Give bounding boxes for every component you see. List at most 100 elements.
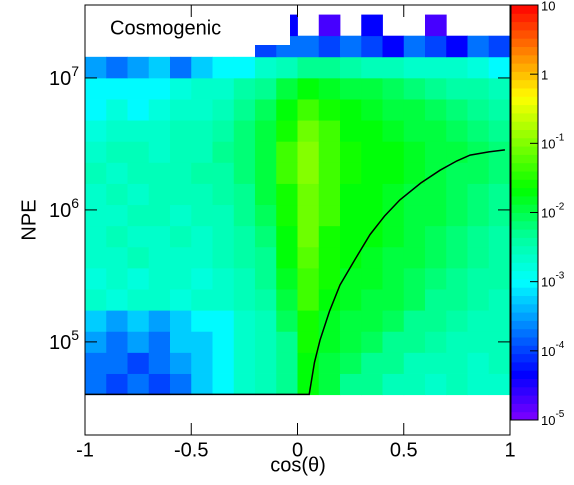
heatmap-cell: [106, 120, 128, 142]
heatmap-cell: [276, 183, 298, 206]
color-bar-step: [511, 378, 538, 388]
color-bar-step: [511, 303, 538, 313]
heatmap-cell: [382, 289, 405, 311]
heatmap-cell: [318, 120, 341, 142]
z-tick-label: 10-3: [541, 270, 565, 290]
heatmap-cell: [148, 352, 171, 374]
heatmap-cell: [106, 289, 128, 311]
heatmap-cell: [425, 246, 447, 269]
heatmap-cell: [403, 56, 426, 79]
heatmap-cell: [488, 99, 511, 121]
heatmap-cell: [106, 56, 128, 79]
heatmap-cell: [297, 204, 320, 227]
heatmap-cell: [488, 141, 511, 163]
heatmap-cell: [403, 162, 426, 184]
heatmap-cell: [340, 225, 362, 248]
color-bar-step: [511, 220, 538, 230]
color-bar-step: [511, 386, 538, 396]
heatmap-cell: [467, 289, 490, 311]
heatmap-cell: [425, 56, 447, 79]
heatmap-cell: [446, 120, 468, 142]
heatmap-cell: [127, 120, 150, 142]
heatmap-cell: [148, 183, 171, 206]
heatmap-cell: [488, 183, 511, 206]
heatmap-cell: [85, 289, 107, 311]
heatmap-cells: [85, 14, 511, 396]
heatmap-cell: [170, 162, 192, 184]
heatmap-cell: [127, 246, 150, 269]
color-bar-step: [511, 96, 538, 106]
tick-base: 10: [49, 200, 71, 222]
tick-base: 10: [49, 68, 71, 90]
heatmap-cell: [233, 99, 256, 121]
heatmap-cell: [148, 225, 171, 248]
heatmap-cell: [340, 289, 362, 311]
heatmap-cell: [85, 204, 107, 227]
heatmap-cell: [276, 204, 298, 227]
heatmap-cell: [170, 56, 192, 79]
heatmap-cell: [255, 141, 277, 163]
heatmap-cell: [382, 310, 405, 332]
heatmap-cell: [340, 246, 362, 269]
heatmap-cell: [170, 352, 192, 374]
heatmap-cell: [382, 352, 405, 374]
heatmap-cell: [85, 141, 107, 163]
heatmap-cell: [488, 56, 511, 79]
color-bar-step: [511, 29, 538, 39]
color-bar-step: [511, 79, 538, 89]
heatmap-cell: [318, 35, 341, 58]
heatmap-cell: [382, 120, 405, 142]
heatmap-cell: [361, 246, 383, 269]
tick-base: 10: [541, 344, 555, 359]
z-tick-label: 10-4: [541, 339, 565, 359]
color-bar-step: [511, 154, 538, 164]
heatmap-cell: [403, 99, 426, 121]
heatmap-cell: [340, 373, 362, 396]
overlay: [85, 149, 505, 396]
color-bar-step: [511, 411, 538, 421]
heatmap-cell: [382, 183, 405, 206]
heatmap-cell: [403, 331, 426, 353]
heatmap-cell: [85, 267, 107, 290]
color-bar-step: [511, 46, 538, 56]
heatmap-cell: [340, 141, 362, 163]
color-bar-step: [511, 112, 538, 122]
heatmap-cell: [467, 141, 490, 163]
heatmap-cell: [127, 310, 150, 332]
heatmap-cell: [212, 331, 235, 353]
color-bar-step: [511, 278, 538, 288]
heatmap-cell: [340, 56, 362, 79]
heatmap-cell: [361, 77, 383, 100]
color-bar-step: [511, 270, 538, 280]
heatmap-cell: [212, 162, 235, 184]
heatmap-cell: [340, 162, 362, 184]
tick-base: 10: [541, 137, 555, 152]
heatmap-cell: [148, 204, 171, 227]
heatmap-cell: [170, 204, 192, 227]
heatmap-cell: [425, 204, 447, 227]
heatmap-cell: [403, 77, 426, 100]
heatmap-cell: [170, 310, 192, 332]
heatmap-cell: [127, 289, 150, 311]
heatmap-cell: [403, 120, 426, 142]
heatmap-cell: [106, 267, 128, 290]
heatmap-cell: [191, 373, 213, 396]
heatmap-cell: [212, 310, 235, 332]
heatmap-cell: [297, 120, 320, 142]
heatmap-cell: [170, 331, 192, 353]
heatmap-cell: [488, 373, 511, 396]
heatmap-cell: [425, 310, 447, 332]
heatmap-cell: [85, 120, 107, 142]
heatmap-cell: [403, 204, 426, 227]
z-tick-label: 10: [541, 0, 555, 13]
heatmap-cell: [361, 120, 383, 142]
heatmap-cell: [361, 35, 383, 58]
heatmap-cell: [488, 162, 511, 184]
heatmap-cell: [170, 267, 192, 290]
heatmap-cell: [191, 77, 213, 100]
heatmap-cell: [255, 77, 277, 100]
y-tick-label: 106: [49, 195, 79, 223]
heatmap-cell: [318, 162, 341, 184]
heatmap-cell: [85, 56, 107, 79]
